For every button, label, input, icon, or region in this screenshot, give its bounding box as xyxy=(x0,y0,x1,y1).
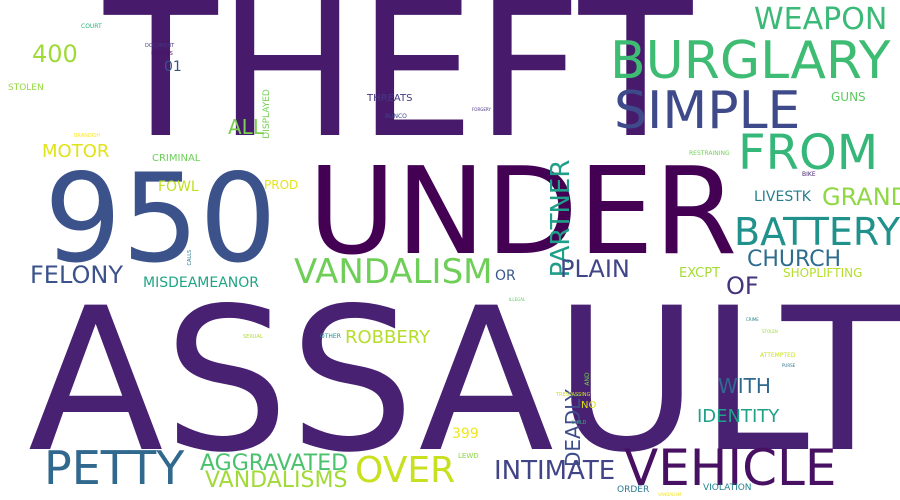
word-forgery-54: FORGERY xyxy=(472,107,491,112)
word-purse-63: PURSE xyxy=(782,363,796,368)
word-all-26: ALL xyxy=(228,115,264,139)
word-trespassing-59: TRESPASSING xyxy=(556,392,591,398)
word-under-2: UNDER xyxy=(308,143,738,282)
word-with-23: WITH xyxy=(718,374,771,398)
word-robbery-22: ROBBERY xyxy=(345,327,431,348)
word-deadly-17: DEADLY xyxy=(561,389,585,467)
word-intimate-14: INTIMATE xyxy=(494,456,616,486)
word-or-33: OR xyxy=(495,268,516,284)
word-simple-5: SIMPLE xyxy=(614,81,801,141)
word-lewd-48: LEWD xyxy=(458,452,479,460)
word-restraining-49: RESTRAINING xyxy=(689,150,730,157)
word-petty-7: PETTY xyxy=(44,441,185,495)
word-shoplifting-31: SHOPLIFTING xyxy=(783,266,863,280)
word-other-58: OTHER xyxy=(320,333,341,340)
word-prod-39: PROD xyxy=(264,178,299,192)
word-stolen-41: STOLEN xyxy=(8,83,44,93)
word-church-20: CHURCH xyxy=(747,247,842,272)
word-stolen-66: STOLEN xyxy=(762,329,778,334)
word-illegal-56: ILLEGAL xyxy=(509,297,526,302)
word-grand-21: GRAND xyxy=(822,183,900,211)
word-400-27: 400 xyxy=(32,40,78,68)
word-court-46: COURT xyxy=(81,23,102,30)
word-theft-0: THEFT xyxy=(104,0,693,179)
word-and-60: AND xyxy=(584,372,591,386)
word-01-34: 01 xyxy=(164,59,182,75)
word-fowl-38: FOWL xyxy=(158,179,199,195)
word-assault-1: ASSAULT xyxy=(28,265,900,496)
word-plain-19: PLAIN xyxy=(560,255,630,283)
word-vandalism-10: VANDALISM xyxy=(294,252,493,292)
word-sexual-57: SEXUAL xyxy=(243,334,263,340)
word-child-61: CHILD xyxy=(571,420,587,426)
word-no-43: NO xyxy=(581,400,597,411)
word-950-3: 950 xyxy=(44,148,277,290)
word-criminal-37: CRIMINAL xyxy=(152,153,201,164)
word-identity-24: IDENTITY xyxy=(697,406,780,427)
word-over-11: OVER xyxy=(355,450,456,491)
word-of-25: OF xyxy=(726,272,759,300)
word-vandalisms-16: VANDALISMS xyxy=(205,468,348,493)
word-guns-36: GUNS xyxy=(831,90,866,104)
word-displayed-42: DISPLAYED xyxy=(262,89,272,139)
word-bike-50: BIKE xyxy=(802,171,816,178)
word-calls-55: CALLS xyxy=(187,249,193,266)
word-livestk-30: LIVESTK xyxy=(754,189,811,205)
word-document-52: DOCUMENT xyxy=(145,43,175,49)
word-aggravated-15: AGGRAVATED xyxy=(200,451,349,476)
word-order-44: ORDER xyxy=(617,485,650,495)
word-letters-53: LETTERS xyxy=(151,51,173,57)
word-threats-40: THREATS xyxy=(367,93,413,104)
word-attempted-62: ATTEMPTED xyxy=(760,352,796,359)
word-399-35: 399 xyxy=(452,426,479,442)
word-motor-28: MOTOR xyxy=(42,141,110,162)
word-from-8: FROM xyxy=(738,125,879,181)
word-burglary-4: BURGLARY xyxy=(610,31,891,91)
word-felony-18: FELONY xyxy=(30,261,123,289)
word-crime-64: CRIME xyxy=(746,317,759,322)
word-weapon-12: WEAPON xyxy=(754,2,888,37)
word-excpt-32: EXCPT xyxy=(679,266,721,281)
word-brandish-51: BRANDISH xyxy=(74,133,101,139)
word-violation-45: VIOLATION xyxy=(703,483,752,493)
word-vandalism-65: VANDALISM xyxy=(658,492,682,497)
word-misdeameanor-29: MISDEAMEANOR xyxy=(143,275,260,291)
word-bunco-47: BUNCO xyxy=(385,113,407,120)
word-vehicle-6: VEHICLE xyxy=(624,439,837,497)
word-battery-9: BATTERY xyxy=(734,210,900,254)
